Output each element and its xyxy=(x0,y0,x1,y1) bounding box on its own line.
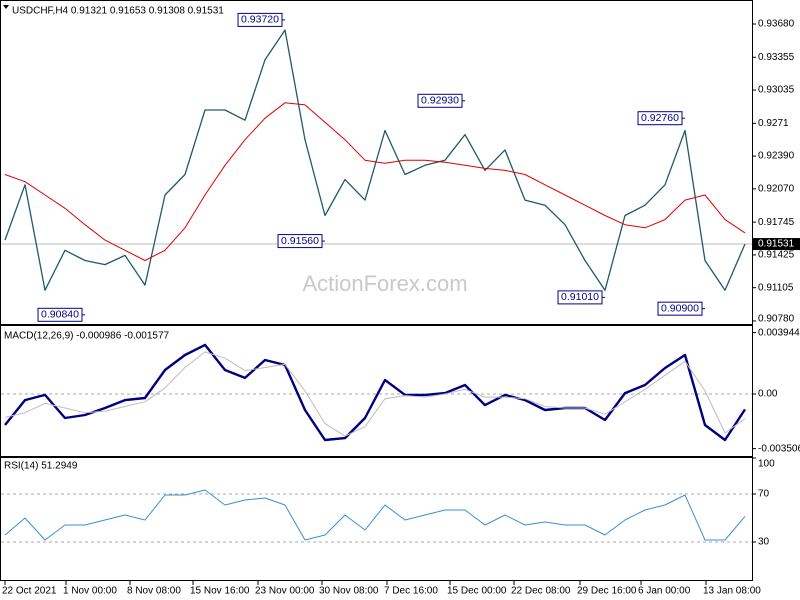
macd-frame xyxy=(0,325,753,457)
price-annotation: 0.90840 xyxy=(37,307,85,322)
annotation-label: 0.90840 xyxy=(41,309,79,321)
price-annotation: 0.91560 xyxy=(277,234,325,249)
x-tick-label: 13 Jan 08:00 xyxy=(703,586,761,597)
macd-title: MACD(12,26,9) -0.000986 -0.001577 xyxy=(4,331,170,342)
y-tick-label: 0.92390 xyxy=(758,151,795,162)
y-tick-label: 0.93355 xyxy=(758,52,795,63)
x-tick-label: 15 Nov 16:00 xyxy=(190,586,250,597)
annotation-label: 0.93720 xyxy=(241,14,279,26)
y-tick-label: 0.91745 xyxy=(758,217,795,228)
chart-title: USDCHF,H4 0.91321 0.91653 0.91308 0.9153… xyxy=(12,6,224,17)
x-tick-label: 1 Nov 00:00 xyxy=(63,586,117,597)
series-line xyxy=(4,489,746,541)
y-tick-label: 0.92070 xyxy=(758,183,795,194)
rsi-frame xyxy=(0,457,753,581)
last-price-label: 0.91531 xyxy=(758,239,795,250)
y-tick-label: 70 xyxy=(758,489,770,500)
y-tick-label: 0.90780 xyxy=(758,314,795,325)
series-line xyxy=(4,351,746,437)
annotation-label: 0.92760 xyxy=(641,112,679,124)
series-line xyxy=(4,29,746,291)
x-tick-label: 30 Nov 08:00 xyxy=(319,586,379,597)
price-annotation: 0.92760 xyxy=(637,111,685,126)
x-tick-label: 6 Jan 00:00 xyxy=(638,586,691,597)
y-tick-label: -0.003506 xyxy=(758,443,800,454)
price-frame xyxy=(0,0,753,325)
y-tick-label: 0.93680 xyxy=(758,19,795,30)
y-tick-label: 0.91425 xyxy=(758,250,795,261)
series-line xyxy=(4,343,747,442)
rsi-title: RSI(14) 51.2949 xyxy=(4,461,78,472)
x-tick-label: 8 Nov 08:00 xyxy=(127,586,181,597)
series-line xyxy=(4,102,746,261)
annotation-label: 0.91010 xyxy=(561,291,599,303)
watermark: ActionForex.com xyxy=(302,271,467,296)
x-tick-label: 22 Oct 2021 xyxy=(2,586,57,597)
x-tick-label: 23 Nov 00:00 xyxy=(255,586,315,597)
plot-layer: ActionForex.com 0.93680 0.93355 0.93035 0.92… xyxy=(1,12,800,597)
menu-icon xyxy=(3,5,9,9)
y-tick-label: 0.93035 xyxy=(758,85,795,96)
annotation-label: 0.92930 xyxy=(421,95,459,107)
price-annotation: 0.92930 xyxy=(417,93,465,108)
price-annotation: 0.91010 xyxy=(557,290,605,305)
price-annotation: 0.90900 xyxy=(657,301,705,316)
y-tick-label: 0.9271 xyxy=(758,118,789,129)
y-tick-label: 0.003944 xyxy=(758,328,800,339)
x-tick-label: 7 Dec 16:00 xyxy=(384,586,438,597)
last-price-tag xyxy=(753,238,800,251)
x-tick-label: 29 Dec 16:00 xyxy=(577,586,637,597)
x-tick-label: 15 Dec 00:00 xyxy=(447,586,507,597)
annotation-label: 0.91560 xyxy=(281,235,319,247)
x-tick-label: 22 Dec 08:00 xyxy=(511,586,571,597)
price-annotation: 0.93720 xyxy=(237,12,285,27)
y-tick-label: 0.00 xyxy=(758,389,778,400)
y-tick-label: 100 xyxy=(758,459,775,470)
annotation-label: 0.90900 xyxy=(661,302,699,314)
y-tick-label: 0.91105 xyxy=(758,282,794,293)
y-tick-label: 30 xyxy=(758,537,770,548)
